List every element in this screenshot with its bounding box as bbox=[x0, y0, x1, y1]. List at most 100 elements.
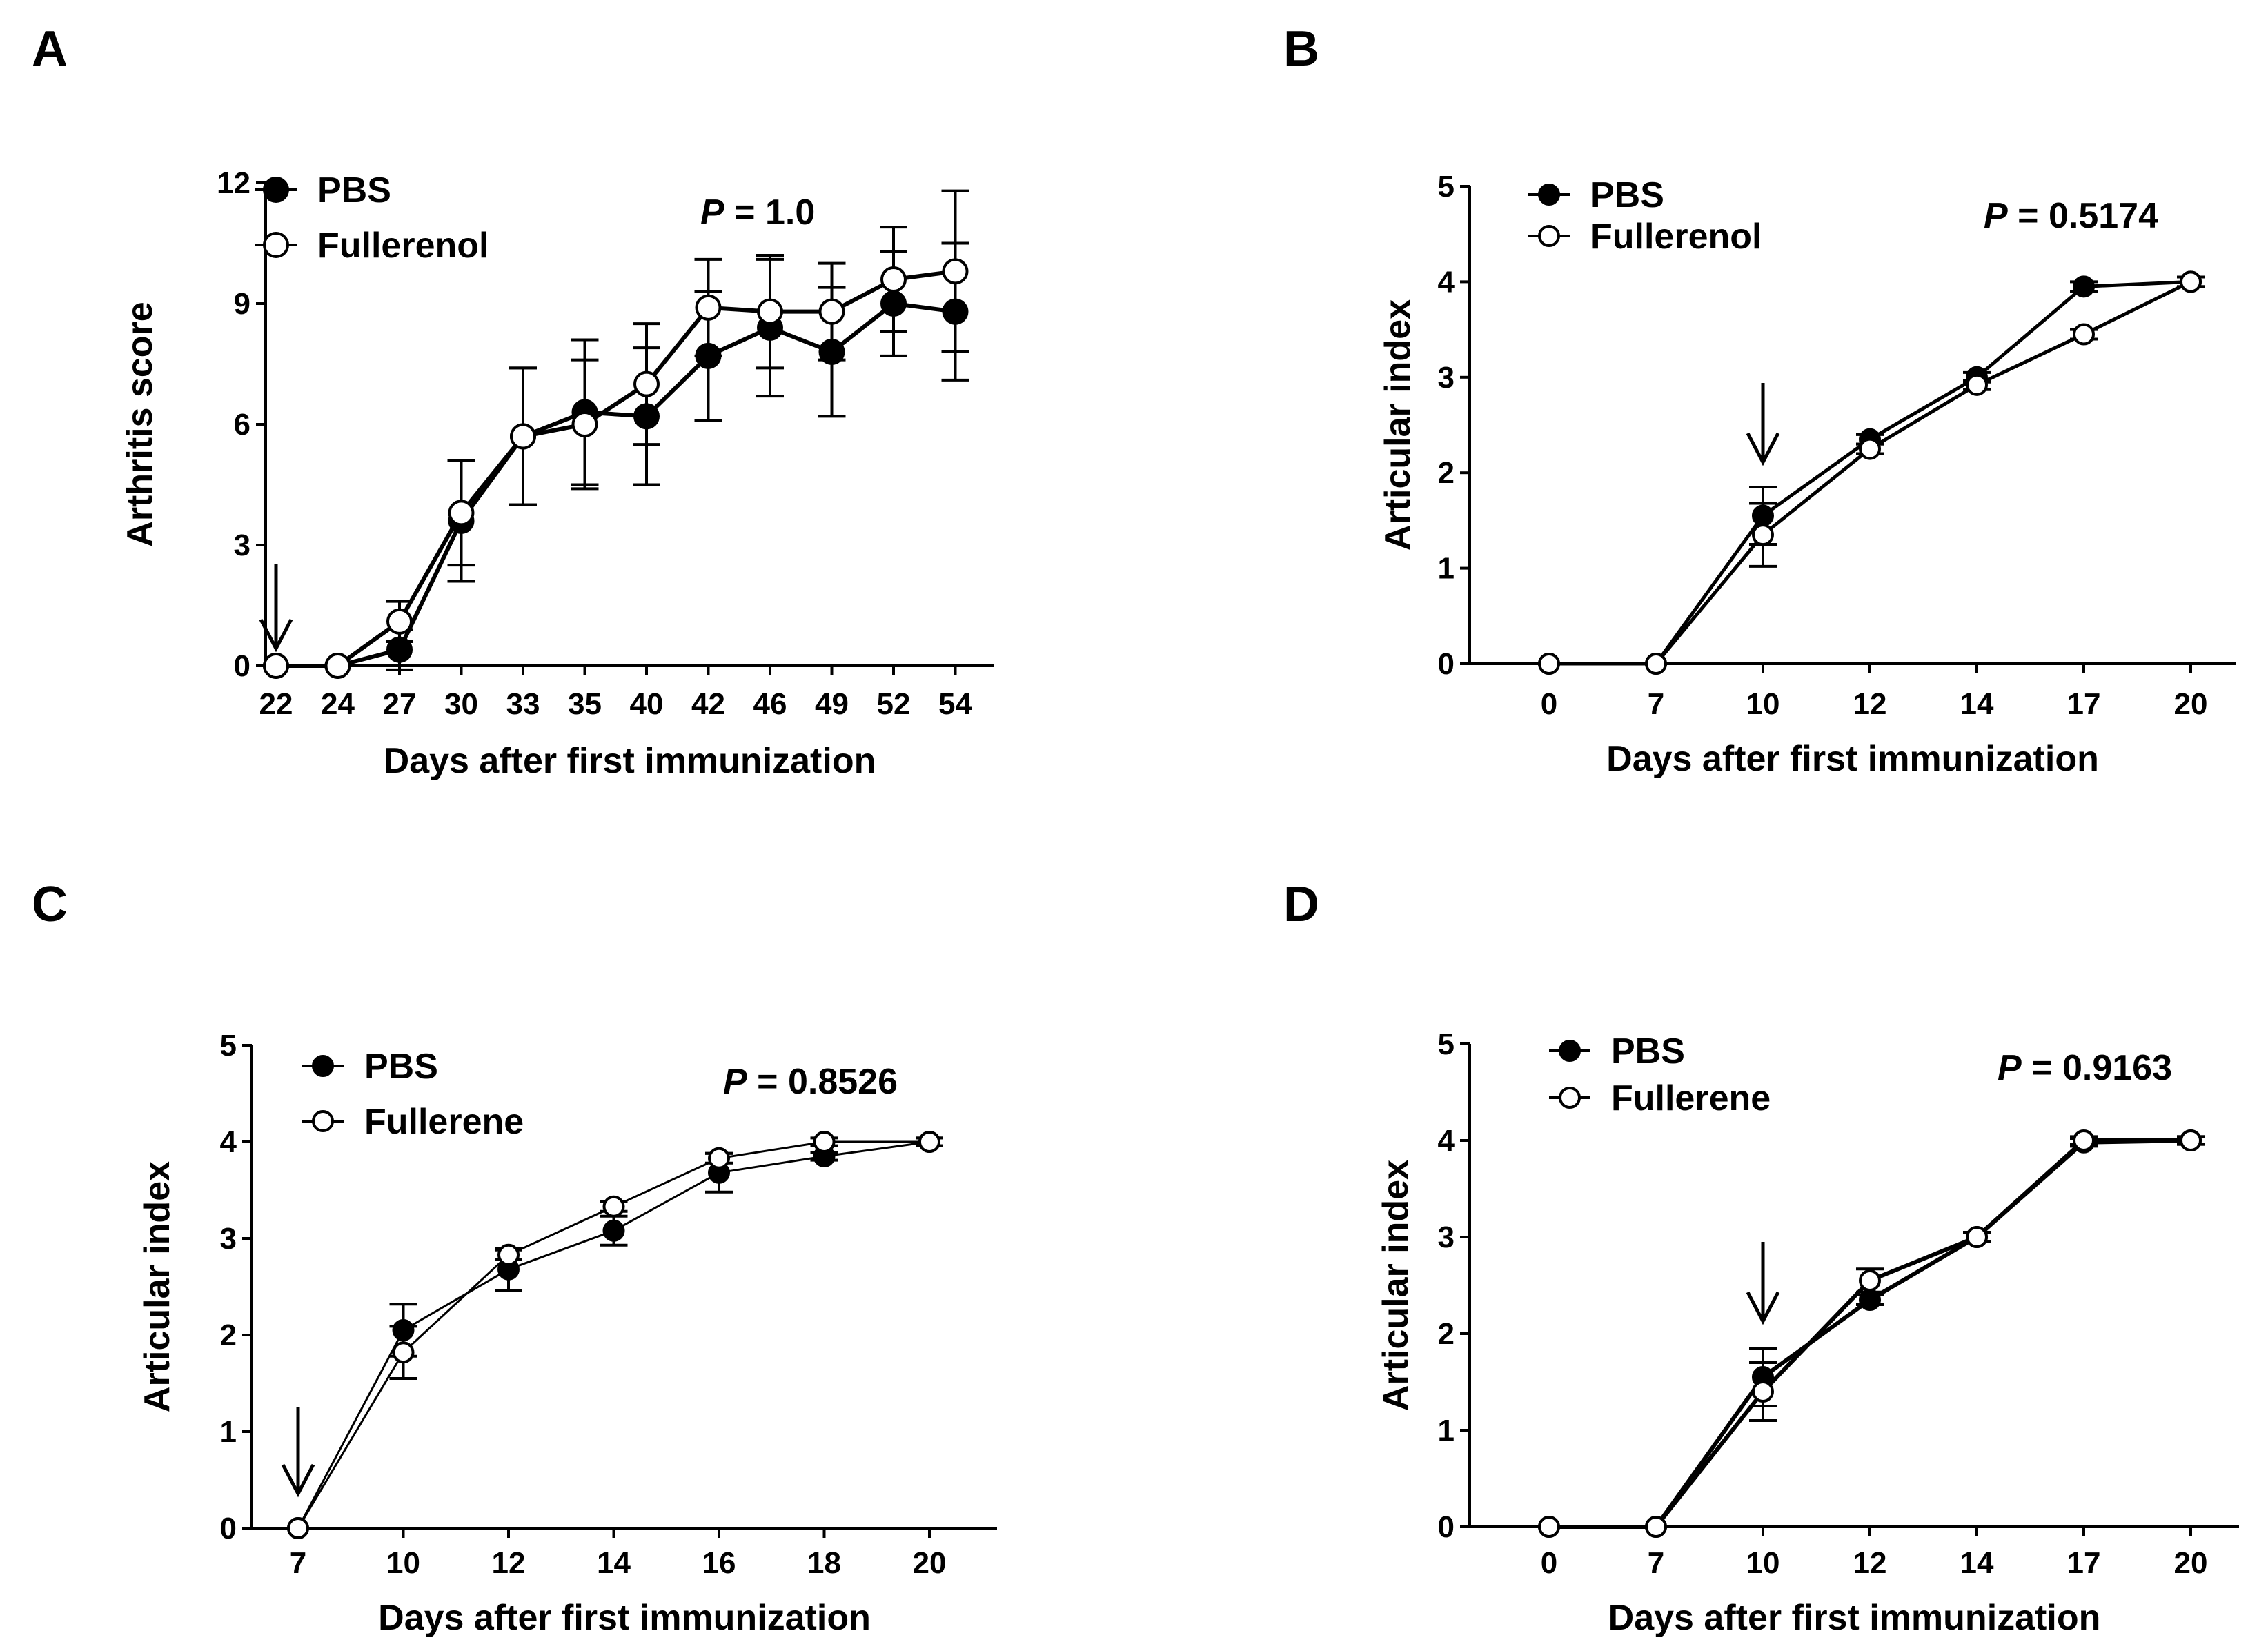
panel-b-x-tick-label: 10 bbox=[1746, 687, 1780, 721]
panel-a-x-tick-label: 46 bbox=[753, 687, 787, 721]
panel-b-x-tick-label: 17 bbox=[2067, 687, 2101, 721]
panel-a-series-1-point bbox=[818, 339, 845, 365]
panel-a-y-tick-label: 9 bbox=[234, 287, 250, 321]
panel-b-p-number: = 0.5174 bbox=[2008, 196, 2158, 236]
panel-b-letter: B bbox=[1283, 21, 1319, 77]
panel-a-x-tick-label: 49 bbox=[815, 687, 849, 721]
panel-d-treatment-arrow-head bbox=[1746, 1291, 1780, 1325]
panel-a-x-tick-label: 30 bbox=[444, 687, 478, 721]
panel-c-x-tick-label: 14 bbox=[597, 1546, 631, 1580]
panel-a-series-1-point bbox=[386, 636, 413, 663]
panel-c-series-2-point bbox=[392, 1341, 415, 1364]
panel-c-x-tick-label: 20 bbox=[913, 1546, 947, 1580]
panel-d-legend-entry: Fullerene bbox=[1549, 1078, 1771, 1118]
panel-a-y-tick-label: 0 bbox=[234, 649, 250, 683]
panel-a-legend-marker bbox=[263, 232, 289, 258]
panel-a-series-1-point bbox=[695, 342, 722, 369]
panel-a-series-1-point bbox=[942, 298, 969, 325]
panel-c-x-tick-label: 10 bbox=[386, 1546, 420, 1580]
panel-c-p-label: P bbox=[723, 1062, 747, 1102]
panel-a-series-2-point bbox=[942, 258, 969, 285]
panel-b-series-1-point bbox=[1752, 504, 1774, 527]
panel-a-series-2-point bbox=[510, 423, 536, 450]
panel-a-letter: A bbox=[32, 21, 68, 77]
panel-c-series-1-point bbox=[602, 1219, 625, 1242]
panel-a-series-2-point bbox=[633, 370, 660, 397]
panel-a-treatment-arrow bbox=[259, 564, 293, 653]
panel-a-series-2-point bbox=[880, 266, 907, 293]
panel-b-y-tick-label: 2 bbox=[1438, 456, 1455, 490]
panel-d-y-tick-label: 1 bbox=[1438, 1414, 1455, 1447]
panel-a-series-2-point bbox=[386, 608, 413, 635]
panel-c-legend-label: PBS bbox=[364, 1047, 438, 1087]
panel-a-series-2-point bbox=[324, 653, 351, 679]
panel-c-treatment-arrow-head bbox=[281, 1463, 315, 1498]
panel-b-series-2-point bbox=[1966, 373, 1988, 396]
panel-c-legend-marker bbox=[312, 1055, 334, 1077]
panel-a-series-1-point bbox=[633, 403, 660, 430]
panel-b-treatment-arrow-head bbox=[1746, 432, 1780, 466]
panel-a-series-1-point bbox=[880, 290, 907, 317]
panel-b-series-2-point bbox=[1859, 437, 1881, 460]
panel-a-x-tick-label: 27 bbox=[383, 687, 417, 721]
panel-d-x-tick-label: 7 bbox=[1648, 1546, 1664, 1580]
panel-b-legend-marker bbox=[1538, 184, 1560, 206]
panel-a-series-1-line bbox=[276, 301, 956, 668]
panel-d-x-tick-label: 10 bbox=[1746, 1546, 1780, 1580]
panel-d-p-label: P bbox=[1998, 1048, 2022, 1088]
panel-d-p-value: P = 0.9163 bbox=[1998, 1048, 2172, 1088]
panel-a-series-2-point bbox=[263, 653, 289, 679]
panel-b-y-tick-label: 0 bbox=[1438, 647, 1455, 681]
panel-a-x-tick-label: 33 bbox=[506, 687, 540, 721]
panel-b-series-2-point bbox=[1538, 653, 1560, 675]
panel-b-series-2-point bbox=[1752, 524, 1774, 546]
panel-a-p-label: P bbox=[700, 192, 724, 233]
panel-c-y-tick-label: 1 bbox=[220, 1415, 237, 1449]
panel-a-y-tick-label: 3 bbox=[234, 528, 250, 562]
panel-a-series-2-point bbox=[571, 411, 598, 437]
panel-b-series-2-point bbox=[1645, 653, 1667, 675]
panel-d-series-2-point bbox=[2180, 1129, 2202, 1151]
panel-c-y-tick-label: 3 bbox=[220, 1222, 237, 1256]
panel-c-series-2-point bbox=[602, 1195, 625, 1218]
panel-d-series-2-line bbox=[1549, 1138, 2191, 1529]
panel-c-series-2-point bbox=[708, 1147, 730, 1169]
panel-a-x-tick-label: 40 bbox=[630, 687, 664, 721]
panel-c-y-axis-title: Articular index bbox=[137, 1161, 177, 1412]
panel-a-series-2-point bbox=[757, 298, 783, 325]
panel-a-legend-entry: Fullerenol bbox=[255, 226, 489, 266]
panel-d-p-number: = 0.9163 bbox=[2022, 1048, 2172, 1088]
panel-a-series-2-line bbox=[276, 269, 956, 668]
panel-a-x-axis-title: Days after first immunization bbox=[384, 741, 876, 781]
panel-c-legend-marker bbox=[312, 1110, 334, 1132]
panel-a-legend-label: Fullerenol bbox=[317, 226, 489, 266]
panel-c-x-tick-label: 12 bbox=[492, 1546, 526, 1580]
panel-d-y-tick-label: 4 bbox=[1438, 1124, 1455, 1158]
panel-c-p-number: = 0.8526 bbox=[747, 1062, 898, 1102]
panel-a-legend-entry: PBS bbox=[255, 170, 391, 210]
panel-c-y-tick-label: 0 bbox=[220, 1512, 237, 1545]
panel-d-treatment-arrow bbox=[1746, 1242, 1780, 1325]
panel-b-x-tick-label: 0 bbox=[1541, 687, 1557, 721]
panel-a-x-tick-label: 24 bbox=[321, 687, 355, 721]
panel-d-x-tick-label: 20 bbox=[2174, 1546, 2208, 1580]
panel-d-series-2-point bbox=[1859, 1269, 1881, 1292]
panel-b-legend-entry: Fullerenol bbox=[1528, 217, 1762, 257]
panel-b-series-1-point bbox=[2073, 275, 2095, 298]
panel-d-legend-label: PBS bbox=[1611, 1031, 1685, 1071]
panel-c-x-tick-label: 16 bbox=[702, 1546, 736, 1580]
panel-b-y-tick-label: 4 bbox=[1438, 265, 1455, 299]
panel-a-y-tick-label: 12 bbox=[217, 166, 250, 200]
panel-d-y-tick-label: 5 bbox=[1438, 1027, 1455, 1061]
panel-a-treatment-arrow-head bbox=[259, 618, 293, 653]
panel-d-series-2-point bbox=[1538, 1516, 1560, 1538]
panel-b-legend-entry: PBS bbox=[1528, 175, 1664, 215]
panel-d-y-tick-label: 3 bbox=[1438, 1220, 1455, 1254]
panel-d-series-2-point bbox=[1752, 1381, 1774, 1403]
panel-b-legend-marker bbox=[1538, 225, 1560, 247]
panel-b-legend-label: Fullerenol bbox=[1590, 217, 1762, 257]
